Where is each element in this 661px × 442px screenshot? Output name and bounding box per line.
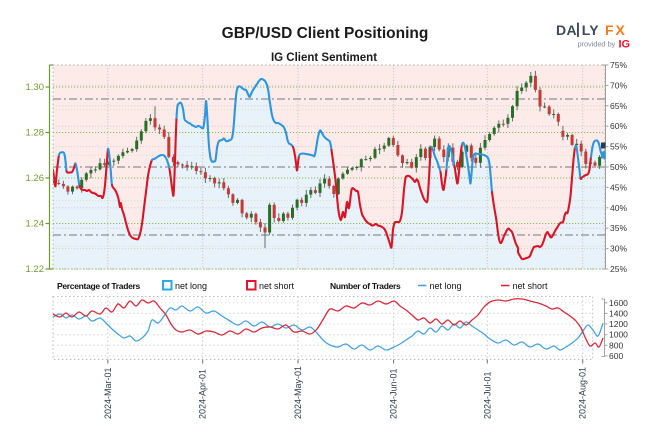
svg-text:net short: net short — [259, 281, 295, 291]
svg-text:25%: 25% — [610, 264, 627, 274]
svg-text:X: X — [616, 22, 626, 38]
svg-text:60%: 60% — [610, 121, 627, 131]
svg-text:D: D — [556, 22, 566, 38]
svg-text:IG: IG — [619, 39, 631, 51]
svg-text:1.30: 1.30 — [26, 82, 45, 93]
svg-text:45%: 45% — [610, 182, 627, 192]
svg-text:net long: net long — [175, 281, 207, 291]
svg-text:75%: 75% — [610, 60, 627, 70]
svg-text:1.22: 1.22 — [26, 264, 45, 275]
svg-text:1200: 1200 — [609, 319, 628, 329]
svg-text:600: 600 — [609, 351, 623, 361]
svg-text:L: L — [582, 22, 591, 38]
svg-text:55%: 55% — [610, 142, 627, 152]
svg-text:2024-Apr-01: 2024-Apr-01 — [198, 369, 208, 419]
svg-text:Y: Y — [589, 22, 599, 38]
svg-text:Percentage of Traders: Percentage of Traders — [57, 281, 141, 291]
svg-text:provided by: provided by — [578, 40, 616, 49]
svg-text:65%: 65% — [610, 101, 627, 111]
svg-text:2024-Jun-01: 2024-Jun-01 — [389, 368, 399, 419]
svg-text:Number of Traders: Number of Traders — [330, 281, 401, 291]
svg-text:1400: 1400 — [609, 308, 628, 318]
svg-text:1000: 1000 — [609, 330, 628, 340]
svg-text:2024-May-01: 2024-May-01 — [293, 366, 303, 419]
svg-text:net long: net long — [430, 281, 462, 291]
svg-text:1.26: 1.26 — [26, 173, 45, 184]
svg-text:A: A — [567, 22, 577, 38]
svg-text:35%: 35% — [610, 223, 627, 233]
svg-text:1600: 1600 — [609, 298, 628, 308]
svg-text:GBP/USD Client Positioning: GBP/USD Client Positioning — [222, 25, 429, 42]
svg-text:IG Client Sentiment: IG Client Sentiment — [271, 52, 377, 64]
svg-text:F: F — [605, 22, 614, 38]
svg-text:2024-Aug-01: 2024-Aug-01 — [578, 367, 588, 419]
svg-text:30%: 30% — [610, 244, 627, 254]
svg-text:40%: 40% — [610, 203, 627, 213]
svg-text:70%: 70% — [610, 80, 627, 90]
svg-text:800: 800 — [609, 340, 623, 350]
svg-text:net short: net short — [513, 281, 549, 291]
svg-text:1.24: 1.24 — [26, 219, 45, 230]
svg-text:50%: 50% — [610, 162, 627, 172]
svg-text:1.28: 1.28 — [26, 128, 45, 139]
svg-text:2024-Mar-01: 2024-Mar-01 — [103, 367, 113, 419]
svg-text:2024-Jul-01: 2024-Jul-01 — [482, 371, 492, 419]
